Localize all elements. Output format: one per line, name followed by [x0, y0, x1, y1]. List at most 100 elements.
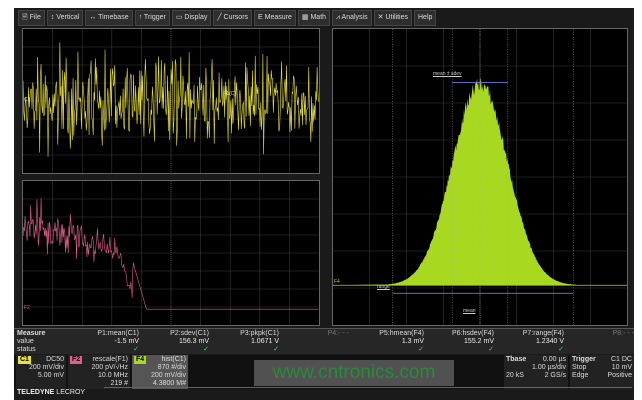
f2-waveform — [23, 198, 319, 310]
param-name: P8:- - - — [612, 330, 634, 337]
param-name: P2:sdev(C1) — [170, 330, 209, 337]
measure-param-p1[interactable]: P1:mean(C1) -1.5 mV ✓ — [84, 330, 139, 354]
channel-descriptors: C1 DC50 200 mV/div 5.00 mV F2 rescale(F1) … — [14, 355, 634, 389]
file-icon: 🗎 — [22, 14, 30, 21]
f2-title: rescale(F1) — [92, 356, 128, 363]
param-value — [294, 338, 349, 346]
param-status: ✓ — [273, 346, 279, 353]
param-status: ✓ — [133, 346, 139, 353]
trigger-slope: Positive — [607, 372, 632, 379]
measure-param-p5[interactable]: P5:hmean(F4) 1.3 mV ✓ — [369, 330, 424, 354]
trigger-level: 10 mV — [611, 364, 632, 371]
param-name: P1:mean(C1) — [97, 330, 139, 337]
param-value: 1.3 mV — [401, 338, 424, 345]
f4-trace-label: F4 — [334, 279, 340, 285]
trigger-coupling: DC — [621, 356, 632, 363]
menu-utilities[interactable]: ✕ Utilities — [373, 10, 412, 26]
param-status: ✓ — [558, 346, 564, 353]
f4-title: hist(C1) — [161, 356, 186, 363]
f4-scale: 870 #/div — [157, 364, 186, 371]
menu-label: File — [29, 14, 41, 21]
menu-trigger[interactable]: ↑ Trigger — [134, 10, 170, 26]
timebase-icon: ↔ — [89, 14, 99, 21]
mean-annotation: mean — [463, 308, 476, 314]
menu-timebase[interactable]: ↔ Timebase — [85, 10, 133, 26]
measure-param-p4[interactable]: P4:- - - — [294, 330, 349, 354]
measure-param-p2[interactable]: P2:sdev(C1) 156.3 mV ✓ — [154, 330, 209, 354]
timebase-delay: 0.00 µs — [542, 356, 566, 363]
menu-math[interactable]: ▦ Math — [297, 10, 331, 26]
f4-histogram — [333, 78, 577, 286]
p1-marker: P1(C) — [223, 91, 237, 97]
measure-param-p6[interactable]: P6:hsdev(F4) 155.2 mV ✓ — [439, 330, 494, 354]
param-status: ✓ — [203, 346, 209, 353]
status-label: status — [17, 346, 36, 353]
analysis-icon: ⩘ — [336, 14, 342, 21]
menu-help[interactable]: Help — [414, 10, 437, 26]
value-label: value — [17, 338, 34, 345]
c1-vdiv: 200 mV/div — [28, 364, 64, 371]
param-name: P7:range(F4) — [522, 330, 564, 337]
menu-label: Vertical — [56, 14, 80, 21]
utilities-icon: ✕ — [377, 14, 386, 21]
param-value — [579, 338, 634, 346]
f2-descriptor[interactable]: F2 rescale(F1) 200 pV/√Hz 10.0 MHz 219 # — [68, 355, 130, 389]
menu-analysis[interactable]: ⩘ Analysis — [332, 10, 372, 26]
measure-param-p8[interactable]: P8:- - - — [579, 330, 634, 354]
f2-trace-grid: F2 — [22, 180, 320, 326]
c1-descriptor[interactable]: C1 DC50 200 mV/div 5.00 mV — [16, 355, 66, 389]
math-icon: ▦ — [301, 14, 311, 21]
timebase-samples: 20 kS — [506, 372, 524, 379]
trigger-source: C1 — [610, 356, 620, 363]
menu-label: Cursors — [223, 14, 249, 21]
menu-cursors[interactable]: ╱ Cursors — [213, 10, 253, 26]
f4-histogram-grid: mean ± sdev range mean F4 — [332, 28, 628, 326]
menu-label: Utilities — [385, 14, 408, 21]
menu-file[interactable]: 🗎 File — [18, 10, 45, 26]
c1-trace-grid: C1 P1(C) — [22, 28, 320, 174]
measure-param-p3[interactable]: P3:pkpk(C1) 1.0671 V ✓ — [224, 330, 279, 354]
f2-badge: F2 — [70, 356, 83, 364]
param-value: 156.3 mV — [179, 338, 209, 345]
trigger-title: Trigger — [572, 356, 596, 363]
brand-name: TELEDYNE — [17, 389, 55, 396]
menu-bar: 🗎 File ↕ Vertical ↔ Timebase ↑ Trigger ▭ Dis… — [14, 10, 634, 26]
param-value: -1.5 mV — [114, 338, 139, 345]
range-annotation: range — [377, 284, 390, 290]
divider — [104, 387, 632, 388]
vertical-icon: ↕ — [50, 14, 57, 21]
menu-vertical[interactable]: ↕ Vertical — [46, 10, 84, 26]
watermark: www.cntronics.com — [254, 360, 454, 386]
menu-label: Measure — [264, 14, 292, 21]
param-name: P4:- - - — [327, 330, 349, 337]
param-name: P3:pkpk(C1) — [240, 330, 279, 337]
c1-coupling: DC50 — [46, 356, 64, 363]
menu-display[interactable]: ▭ Display — [171, 10, 212, 26]
timebase-descriptor[interactable]: Tbase 0.00 µs 1.00 µs/div 20 kS 2 GS/s — [504, 355, 568, 389]
param-status — [579, 346, 634, 354]
sdev-annotation: mean ± sdev — [433, 71, 462, 77]
c1-offset: 5.00 mV — [37, 372, 64, 379]
timebase-title: Tbase — [506, 356, 527, 363]
f2-scale: 200 pV/√Hz — [91, 364, 128, 371]
timebase-tdiv: 1.00 µs/div — [532, 364, 566, 371]
c1-badge: C1 — [18, 356, 31, 364]
brand-logo: TELEDYNE LECROY — [17, 389, 85, 396]
param-value: 1.0671 V — [250, 338, 279, 345]
menu-measure[interactable]: E Measure — [254, 10, 296, 26]
param-name: P5:hmean(F4) — [379, 330, 424, 337]
f2-trace-label: F2 — [24, 305, 30, 311]
f2-freq: 10.0 MHz — [98, 372, 128, 379]
menu-label: Timebase — [98, 14, 129, 21]
trigger-descriptor[interactable]: Trigger C1 DC Stop 10 mV Edge Positive — [570, 355, 634, 389]
display-icon: ▭ — [175, 14, 185, 21]
trigger-mode: Stop — [572, 364, 587, 371]
cursors-icon: ╱ — [217, 14, 224, 21]
measure-title: Measure — [17, 330, 46, 337]
menu-label: Trigger — [143, 14, 166, 21]
f4-descriptor[interactable]: F4 hist(C1) 870 #/div 200 mV/div 4.3800 M… — [132, 355, 188, 389]
measure-icon: E — [258, 14, 265, 21]
measure-param-p7[interactable]: P7:range(F4) 1.2340 V ✓ — [509, 330, 564, 354]
trigger-icon: ↑ — [138, 14, 144, 21]
menu-label: Math — [310, 14, 327, 21]
